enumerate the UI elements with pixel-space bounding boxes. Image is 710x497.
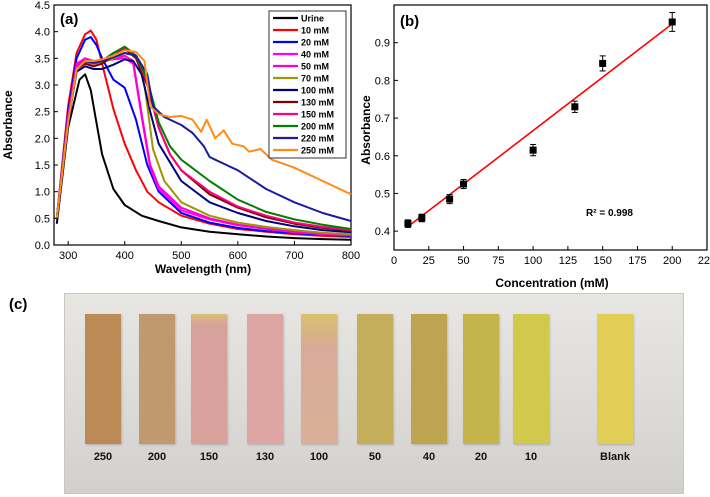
x-tick-label: 150 [593, 255, 611, 267]
x-tick-label: 175 [628, 255, 646, 267]
x-tick-label: 600 [229, 250, 247, 262]
y-tick-label: 1.5 [35, 160, 50, 172]
y-tick-label: 3.0 [35, 80, 50, 92]
x-tick-label: 100 [524, 255, 542, 267]
test-strip-blank [597, 314, 633, 444]
y-tick-label: 3.5 [35, 53, 50, 65]
y-tick-label: 2.5 [35, 107, 50, 119]
legend-entry: 40 mM [301, 50, 329, 60]
test-strip-250 [85, 314, 121, 444]
x-tick-label: 400 [116, 250, 134, 262]
test-strip-200 [139, 314, 175, 444]
legend-entry: 100 mM [301, 86, 334, 96]
strip-label: 50 [368, 451, 382, 463]
y-tick-label: 0.9 [375, 38, 390, 50]
x-tick-label: 800 [342, 250, 360, 262]
panel-a-label: (a) [60, 11, 78, 28]
legend-entry: Urine [301, 14, 324, 24]
strip-label: 100 [309, 451, 329, 463]
legend-entry: 50 mM [301, 62, 329, 72]
y-tick-label: 0.4 [375, 226, 390, 238]
legend-entry: 10 mM [301, 26, 329, 36]
spectrum-line-20-mm [55, 36, 352, 237]
y-tick-label: 0.5 [375, 188, 390, 200]
panel-b-label: (b) [400, 13, 419, 30]
legend-entry: 200 mM [301, 122, 334, 132]
spectrum-line-220-mm [55, 52, 352, 222]
panel-a-xlabel: Wavelength (nm) [155, 262, 251, 276]
linear-fit-line [407, 23, 673, 228]
legend-entry: 250 mM [301, 146, 334, 156]
panel-b: 0 25 50 75 100 125 150 175 200 225 0.4 0.5 0.6 0.7 0.8… [359, 4, 710, 290]
legend-box [268, 10, 347, 159]
x-tick-label: 300 [59, 250, 77, 262]
y-tick-label: 2.0 [35, 133, 50, 145]
r-squared-annotation: R² = 0.998 [586, 208, 633, 219]
data-point [571, 103, 579, 111]
strip-label: 10 [524, 451, 538, 463]
y-tick-label: 0.8 [375, 75, 390, 87]
test-strip-photo: 250 200 150 130 100 50 40 20 10 Blank [64, 293, 684, 494]
x-tick-label: 0 [391, 255, 397, 267]
data-point [404, 220, 412, 228]
test-strip-100 [301, 314, 337, 444]
panel-b-xlabel: Concentration (mM) [495, 276, 608, 290]
y-tick-label: 4.0 [35, 27, 50, 39]
figure: 300 400 500 600 700 8000.00.51.01.52.02.53.03… [1, 0, 710, 290]
x-tick-label: 25 [423, 255, 435, 267]
strip-label: 250 [93, 451, 113, 463]
data-point [599, 59, 607, 67]
x-tick-label: 50 [457, 255, 469, 267]
legend-entry: 150 mM [301, 110, 334, 120]
strip-label: Blank [600, 451, 630, 463]
data-point [446, 195, 454, 203]
x-tick-label: 125 [559, 255, 577, 267]
panel-a-legend: Urine 10 mM 20 mM 40 mM 50 mM 70 mM 100 mM 130 … [268, 10, 347, 159]
x-tick-label: 200 [663, 255, 681, 267]
y-tick-label: 1.0 [35, 187, 50, 199]
y-tick-label: 4.5 [35, 0, 50, 12]
panel-a: 300 400 500 600 700 800 0.0 0.5 1.0 1.5 2.0 2.5 3.0 3… [1, 0, 360, 276]
test-strip-20 [463, 314, 499, 444]
legend-entry: 220 mM [301, 134, 334, 144]
strip-label: 20 [474, 451, 488, 463]
panel-c-label: (c) [9, 296, 28, 313]
y-tick-label: 0.5 [35, 213, 50, 225]
data-point [668, 18, 676, 26]
spectrum-line-50-mm [55, 54, 352, 236]
spectrum-line-urine [55, 73, 352, 241]
y-tick-label: 0.7 [375, 113, 390, 125]
legend-entry: 130 mM [301, 98, 334, 108]
legend-entry: 70 mM [301, 74, 329, 84]
y-tick-label: 0.6 [375, 151, 390, 163]
data-point [418, 214, 426, 222]
x-tick-label: 75 [492, 255, 504, 267]
panel-b-frame [393, 4, 708, 251]
x-tick-label: 225 [698, 255, 710, 267]
panel-a-ylabel: Absorbance [1, 90, 15, 160]
data-point [529, 146, 537, 154]
strip-label: 150 [199, 451, 219, 463]
x-tick-label: 500 [172, 250, 190, 262]
strip-label: 200 [147, 451, 167, 463]
panel-b-ylabel: Absorbance [359, 95, 373, 165]
test-strip-150 [191, 314, 227, 444]
data-point [460, 180, 468, 188]
x-tick-label: 700 [285, 250, 303, 262]
test-strip-130 [247, 314, 283, 444]
strip-label: 130 [255, 451, 275, 463]
legend-entry: 20 mM [301, 38, 329, 48]
test-strip-50 [357, 314, 393, 444]
test-strip-10 [513, 314, 549, 444]
strip-label: 40 [422, 451, 436, 463]
test-strip-40 [411, 314, 447, 444]
spectrum-line-250-mm [55, 49, 352, 219]
y-tick-label: 0.0 [35, 240, 50, 252]
